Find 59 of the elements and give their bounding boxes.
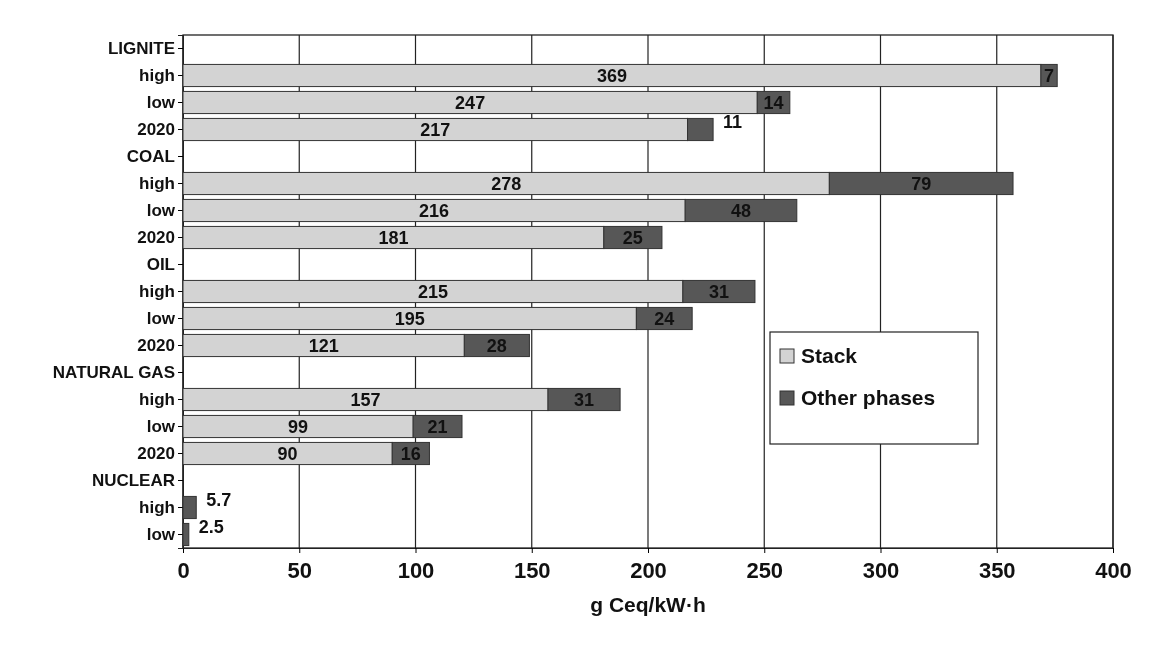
y-tick-label: high bbox=[139, 389, 175, 409]
data-label: 278 bbox=[491, 173, 522, 194]
data-label: 195 bbox=[394, 308, 425, 329]
y-tick-label: OIL bbox=[146, 254, 175, 274]
data-label: 16 bbox=[400, 443, 421, 464]
x-tick-label: 400 bbox=[1095, 558, 1132, 583]
x-tick-label: 50 bbox=[287, 558, 312, 583]
y-tick-label: LIGNITE bbox=[107, 38, 175, 58]
data-label: 21 bbox=[427, 416, 448, 437]
y-tick-label: high bbox=[139, 497, 175, 517]
data-label: 31 bbox=[708, 281, 729, 302]
y-tick-label: low bbox=[146, 200, 176, 220]
y-tick-label: low bbox=[146, 416, 176, 436]
y-tick-label: 2020 bbox=[137, 443, 175, 463]
data-label: 14 bbox=[763, 92, 784, 113]
legend-label: Stack bbox=[801, 344, 858, 368]
y-tick-label: high bbox=[139, 65, 175, 85]
y-tick-label: low bbox=[146, 92, 176, 112]
x-tick-label: 350 bbox=[978, 558, 1016, 583]
x-tick-label: 200 bbox=[630, 558, 667, 583]
x-axis-title: g Ceq/kW·h bbox=[590, 593, 706, 616]
data-label: 25 bbox=[622, 227, 643, 248]
data-label: 7 bbox=[1044, 65, 1055, 86]
y-tick-label: high bbox=[139, 281, 175, 301]
data-label: 24 bbox=[654, 308, 675, 329]
y-tick-label: low bbox=[146, 308, 176, 328]
data-label: 99 bbox=[288, 416, 309, 437]
data-label: 217 bbox=[420, 119, 451, 140]
y-tick-label: 2020 bbox=[137, 119, 175, 139]
y-tick-label: NUCLEAR bbox=[91, 470, 175, 490]
x-tick-label: 100 bbox=[397, 558, 435, 583]
data-label: 216 bbox=[419, 200, 450, 221]
y-tick-label: high bbox=[139, 173, 175, 193]
bar bbox=[182, 495, 197, 520]
data-label: 157 bbox=[350, 389, 381, 410]
data-label: 28 bbox=[486, 335, 507, 356]
data-label: 5.7 bbox=[206, 489, 232, 510]
x-tick-label: 0 bbox=[177, 558, 190, 583]
data-label: 31 bbox=[574, 389, 595, 410]
data-label: 2.5 bbox=[198, 516, 224, 537]
data-label: 369 bbox=[596, 65, 627, 86]
data-label: 181 bbox=[378, 227, 409, 248]
bar bbox=[182, 522, 190, 547]
y-tick-label: NATURAL GAS bbox=[52, 362, 175, 382]
data-label: 48 bbox=[730, 200, 752, 221]
y-tick-label: 2020 bbox=[137, 335, 175, 355]
data-label: 79 bbox=[911, 173, 932, 194]
legend-label: Other phases bbox=[801, 386, 936, 410]
data-label: 90 bbox=[277, 443, 298, 464]
x-tick-label: 250 bbox=[746, 558, 784, 583]
y-tick-label: low bbox=[146, 524, 176, 544]
data-label: 121 bbox=[308, 335, 339, 356]
x-tick-label: 150 bbox=[513, 558, 551, 583]
data-label: 215 bbox=[417, 281, 448, 302]
data-label: 11 bbox=[723, 111, 743, 132]
data-label: 247 bbox=[455, 92, 486, 113]
x-tick-label: 300 bbox=[862, 558, 900, 583]
y-tick-label: COAL bbox=[126, 146, 175, 166]
y-tick-label: 2020 bbox=[137, 227, 175, 247]
